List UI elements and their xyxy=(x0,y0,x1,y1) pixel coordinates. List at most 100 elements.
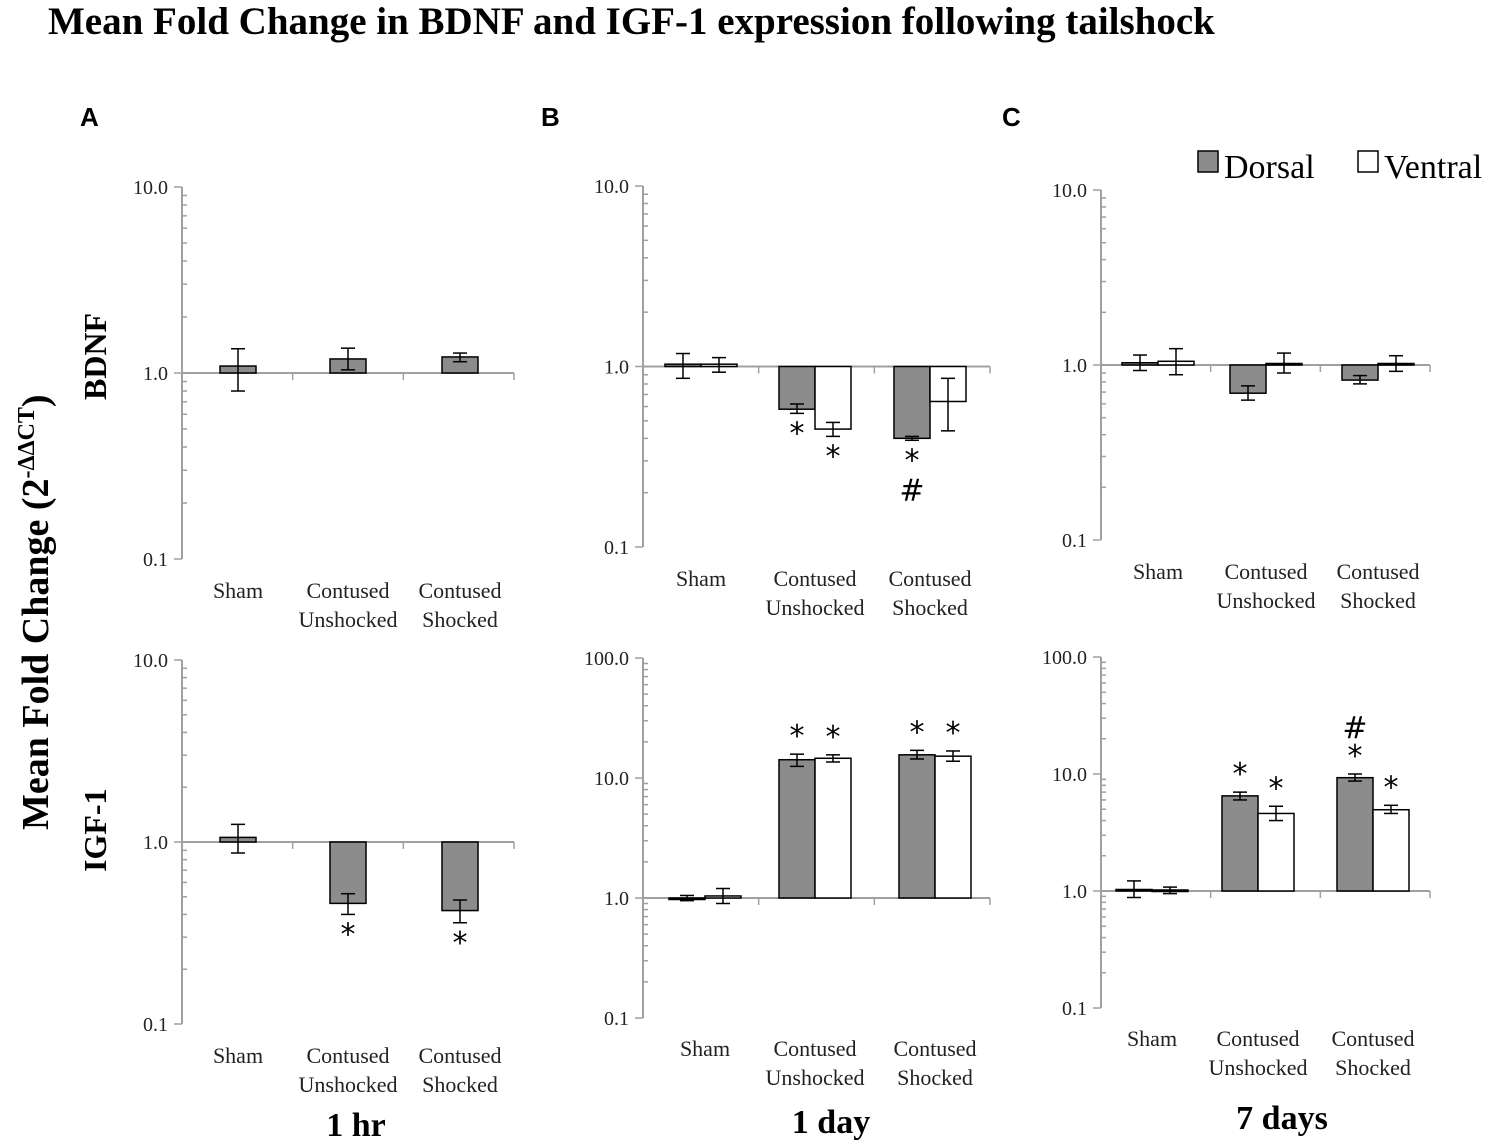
row-label-bdnf: BDNF xyxy=(77,313,113,400)
panel-letter-b: B xyxy=(541,102,560,132)
bar-ventral-1 xyxy=(814,365,852,430)
time-label-7days: 7 days xyxy=(1236,1100,1328,1137)
category-label: Contused xyxy=(418,578,501,603)
significance-hash: # xyxy=(899,473,924,508)
significance-asterisk: * xyxy=(1269,771,1284,806)
tick-label-10.0: 10.0 xyxy=(594,176,629,198)
category-label: Shocked xyxy=(422,1072,498,1097)
panel-letter-a: A xyxy=(80,102,99,132)
y-axis-label: Mean Fold Change (2-ΔΔCT) xyxy=(14,394,57,830)
bar-dorsal-2 xyxy=(898,754,936,899)
panel-letter-c: C xyxy=(1002,102,1021,132)
figure-title: Mean Fold Change in BDNF and IGF-1 expre… xyxy=(48,0,1215,43)
bar-dorsal-1 xyxy=(778,758,816,899)
chart-bdnf-7days: 10.0 1.0 0.1 Sham Contused Unshocked Contused S… xyxy=(1052,180,1431,613)
category-label: Contused xyxy=(306,1043,389,1068)
category-label: Unshocked xyxy=(299,1072,398,1097)
tick-label-10.0: 10.0 xyxy=(1052,764,1087,786)
y-axis-label-text: Mean Fold Change (2 xyxy=(15,479,57,831)
category-label: Contused xyxy=(773,566,856,591)
bar-dorsal-2 xyxy=(1336,776,1374,892)
row-label-igf1: IGF-1 xyxy=(77,788,113,872)
bar-ventral-2 xyxy=(1372,808,1410,892)
legend-swatch-ventral xyxy=(1357,150,1379,173)
category-label: Contused xyxy=(888,566,971,591)
tick-label-100.0: 100.0 xyxy=(1042,647,1087,669)
category-label: Shocked xyxy=(897,1065,973,1090)
category-label: Sham xyxy=(213,1043,263,1068)
category-label: Contused xyxy=(1224,559,1307,584)
tick-label-10.0: 10.0 xyxy=(1052,180,1087,202)
y-axis-label-superscript: -ΔΔCT xyxy=(14,407,40,478)
tick-label-10.0: 10.0 xyxy=(133,650,168,672)
significance-asterisk: * xyxy=(910,715,925,750)
significance-asterisk: * xyxy=(790,416,805,451)
category-label: Sham xyxy=(1127,1026,1177,1051)
time-label-1hr: 1 hr xyxy=(326,1107,386,1144)
tick-label-0.1: 0.1 xyxy=(1062,998,1087,1020)
category-label: Contused xyxy=(1216,1026,1299,1051)
bar-dorsal-1 xyxy=(778,365,816,410)
time-label-1day: 1 day xyxy=(792,1104,870,1141)
significance-asterisk: * xyxy=(826,720,841,755)
significance-asterisk: * xyxy=(1233,757,1248,792)
significance-asterisk: * xyxy=(341,917,356,952)
tick-label-1.0: 1.0 xyxy=(1062,355,1087,377)
significance-asterisk: * xyxy=(826,439,841,474)
category-label: Contused xyxy=(306,578,389,603)
y-axis-label-close: ) xyxy=(15,394,57,407)
category-label: Sham xyxy=(676,566,726,591)
category-label: Unshocked xyxy=(766,1065,865,1090)
category-label: Shocked xyxy=(1335,1055,1411,1080)
tick-label-1.0: 1.0 xyxy=(143,363,168,385)
charts: 10.0 1.0 0.1 Sham Contused Unshocked Contused S… xyxy=(133,176,1431,1097)
category-label: Contused xyxy=(1331,1026,1414,1051)
tick-label-1.0: 1.0 xyxy=(1062,881,1087,903)
tick-label-1.0: 1.0 xyxy=(604,888,629,910)
legend-label-ventral: Ventral xyxy=(1384,149,1482,186)
tick-label-10.0: 10.0 xyxy=(594,768,629,790)
legend: Dorsal Ventral xyxy=(1197,149,1482,186)
tick-label-0.1: 0.1 xyxy=(1062,530,1087,552)
category-label: Contused xyxy=(773,1036,856,1061)
tick-label-0.1: 0.1 xyxy=(604,1008,629,1030)
tick-label-10.0: 10.0 xyxy=(133,177,168,199)
bar-ventral-2 xyxy=(934,755,972,899)
chart-igf1-1day: 100.0 10.0 1.0 0.1 Sham * * Contused Unshocked * *… xyxy=(584,648,991,1090)
significance-asterisk: * xyxy=(1348,739,1363,774)
bar-dorsal-2 xyxy=(441,841,479,912)
bar-dorsal-1 xyxy=(1221,795,1259,892)
category-label: Shocked xyxy=(1340,588,1416,613)
bar-ventral-1 xyxy=(814,757,852,899)
legend-swatch-dorsal xyxy=(1197,150,1219,173)
chart-bdnf-1day: 10.01.00.1Sham**ContusedUnshocked*#Contu… xyxy=(594,176,991,620)
category-label: Contused xyxy=(893,1036,976,1061)
category-label: Shocked xyxy=(892,595,968,620)
category-label: Sham xyxy=(1133,559,1183,584)
significance-asterisk: * xyxy=(1384,770,1399,805)
category-label: Sham xyxy=(680,1036,730,1061)
category-label: Shocked xyxy=(422,607,498,632)
tick-label-0.1: 0.1 xyxy=(143,549,168,571)
category-label: Unshocked xyxy=(1217,588,1316,613)
category-label: Unshocked xyxy=(299,607,398,632)
tick-label-100.0: 100.0 xyxy=(584,648,629,670)
significance-asterisk: * xyxy=(790,719,805,754)
significance-asterisk: * xyxy=(946,716,961,751)
tick-label-1.0: 1.0 xyxy=(604,357,629,379)
significance-asterisk: * xyxy=(905,443,920,478)
tick-label-0.1: 0.1 xyxy=(604,537,629,559)
category-label: Sham xyxy=(213,578,263,603)
significance-hash: # xyxy=(1342,711,1367,746)
tick-label-1.0: 1.0 xyxy=(143,832,168,854)
category-label: Contused xyxy=(1336,559,1419,584)
category-label: Unshocked xyxy=(1209,1055,1308,1080)
chart-igf1-1hr: 10.0 1.0 0.1 Sham * Contused Unshocked * Contuse… xyxy=(133,650,515,1097)
tick-label-0.1: 0.1 xyxy=(143,1014,168,1036)
bar-ventral-1 xyxy=(1257,812,1295,892)
legend-label-dorsal: Dorsal xyxy=(1224,149,1315,186)
significance-asterisk: * xyxy=(453,926,468,961)
bar-dorsal-2 xyxy=(893,365,931,440)
